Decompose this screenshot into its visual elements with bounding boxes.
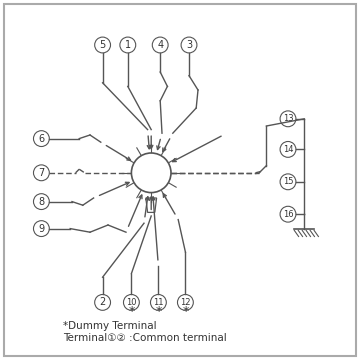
Text: 12: 12 [180,298,191,307]
Text: *: * [155,305,162,318]
Text: *Dummy Terminal: *Dummy Terminal [63,321,157,331]
Text: Terminal①② :Common terminal: Terminal①② :Common terminal [63,333,227,343]
Text: 8: 8 [38,197,45,207]
Text: 6: 6 [38,134,45,144]
Text: 7: 7 [38,168,45,178]
Text: 16: 16 [283,210,293,219]
Text: 3: 3 [186,40,192,50]
Text: 2: 2 [99,297,106,307]
Text: *: * [128,305,135,318]
Text: 13: 13 [283,114,293,123]
Text: 10: 10 [126,298,137,307]
Text: 14: 14 [283,145,293,154]
Circle shape [131,153,171,193]
Text: 1: 1 [125,40,131,50]
Text: 5: 5 [99,40,106,50]
Text: 15: 15 [283,177,293,186]
Text: 9: 9 [38,224,45,234]
Text: 11: 11 [153,298,164,307]
Text: *: * [182,305,189,318]
Text: 4: 4 [157,40,163,50]
